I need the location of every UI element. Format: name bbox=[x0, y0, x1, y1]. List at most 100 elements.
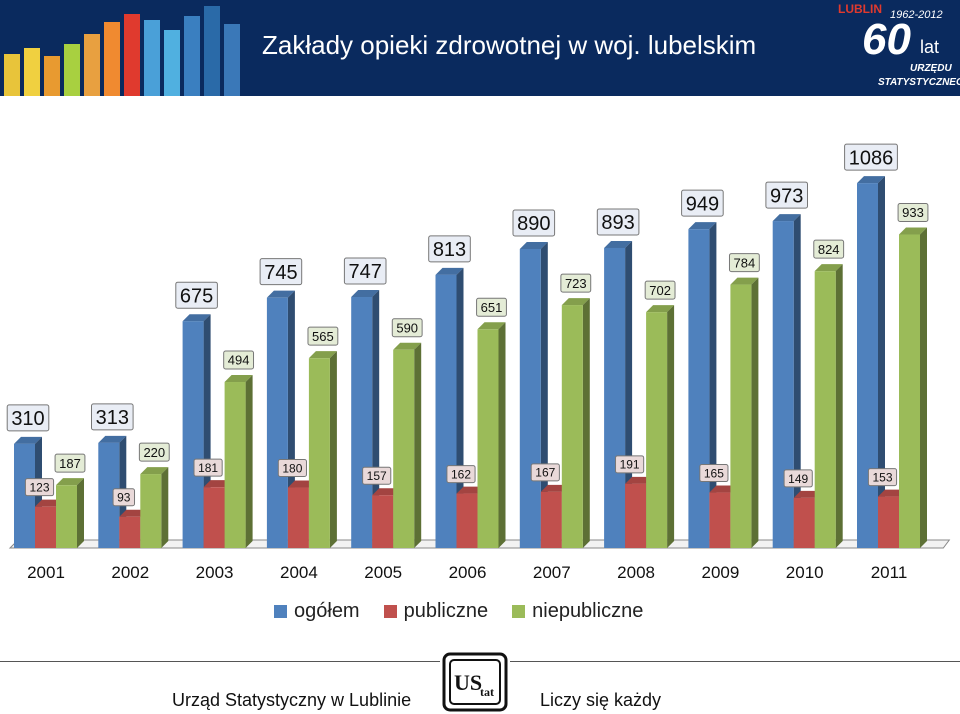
value-label-box-ogolem-2006 bbox=[428, 235, 471, 263]
value-label-publiczne-2008: 191 bbox=[620, 458, 640, 472]
value-label-box-publiczne-2006 bbox=[446, 465, 476, 484]
svg-text:US: US bbox=[454, 670, 482, 695]
value-label-publiczne-2006: 162 bbox=[451, 467, 471, 481]
value-label-box-niepubliczne-2003 bbox=[223, 350, 255, 370]
bar-top-ogolem-2002 bbox=[98, 435, 127, 443]
value-label-box-publiczne-2004 bbox=[277, 459, 307, 478]
value-label-box-ogolem-2009 bbox=[681, 189, 724, 217]
chart-legend: ogółem publiczne niepubliczne bbox=[274, 600, 667, 623]
bar-ogolem-2002 bbox=[98, 442, 120, 548]
value-label-niepubliczne-2002: 220 bbox=[143, 445, 165, 460]
value-label-box-publiczne-2002 bbox=[112, 488, 136, 507]
legend-swatch-publiczne bbox=[383, 605, 397, 618]
value-label-ogolem-2006: 813 bbox=[433, 239, 466, 261]
value-label-box-publiczne-2005 bbox=[362, 466, 392, 485]
bar-top-niepubliczne-2003 bbox=[224, 375, 253, 383]
bar-publiczne-2009 bbox=[709, 492, 731, 548]
bar-niepubliczne-2003 bbox=[224, 382, 246, 548]
bar-niepubliczne-2009 bbox=[730, 284, 752, 548]
bar-side-ogolem-2011 bbox=[878, 176, 885, 548]
value-label-niepubliczne-2001: 187 bbox=[59, 456, 81, 471]
value-label-niepubliczne-2009: 784 bbox=[734, 255, 756, 270]
x-tick-label-2003: 2003 bbox=[196, 563, 234, 582]
x-tick-label-2009: 2009 bbox=[701, 563, 739, 582]
value-label-box-publiczne-2001 bbox=[24, 478, 55, 497]
bar-top-niepubliczne-2001 bbox=[56, 478, 84, 486]
bar-top-ogolem-2004 bbox=[266, 290, 295, 298]
legend-item-niepubliczne: niepubliczne bbox=[512, 600, 643, 623]
value-label-box-publiczne-2003 bbox=[193, 458, 223, 477]
value-label-ogolem-2003: 675 bbox=[180, 285, 213, 307]
value-label-ogolem-2008: 893 bbox=[601, 212, 634, 234]
value-label-publiczne-2003: 181 bbox=[198, 461, 218, 475]
value-label-ogolem-2005: 747 bbox=[349, 261, 382, 283]
legend-item-ogolem: ogółem bbox=[274, 600, 360, 623]
bar-top-ogolem-2003 bbox=[182, 314, 211, 322]
decorative-bars-icon bbox=[0, 0, 250, 96]
value-label-niepubliczne-2007: 723 bbox=[565, 276, 587, 291]
value-label-box-niepubliczne-2002 bbox=[138, 442, 170, 462]
bar-top-niepubliczne-2004 bbox=[308, 351, 337, 359]
logo-line1-text: URZĘDU bbox=[910, 63, 952, 74]
bar-publiczne-2005 bbox=[372, 495, 394, 548]
value-label-box-ogolem-2010 bbox=[765, 181, 809, 209]
value-label-box-ogolem-2002 bbox=[91, 403, 134, 431]
value-label-box-niepubliczne-2005 bbox=[391, 318, 423, 338]
bar-side-niepubliczne-2003 bbox=[245, 375, 253, 548]
legend-item-publiczne: publiczne bbox=[383, 600, 489, 623]
bar-side-niepubliczne-2009 bbox=[751, 277, 759, 548]
bar-niepubliczne-2001 bbox=[56, 485, 77, 548]
legend-label-niepubliczne: niepubliczne bbox=[532, 600, 644, 622]
bar-niepubliczne-2010 bbox=[814, 271, 836, 548]
x-tick-label-2002: 2002 bbox=[111, 563, 149, 582]
legend-label-publiczne: publiczne bbox=[403, 600, 489, 622]
bar-niepubliczne-2008 bbox=[646, 312, 668, 548]
legend-swatch-niepubliczne bbox=[512, 605, 526, 618]
bar-top-niepubliczne-2008 bbox=[646, 305, 675, 313]
value-label-box-publiczne-2007 bbox=[530, 463, 560, 482]
logo-years-text: 1962-2012 bbox=[890, 9, 943, 21]
value-label-niepubliczne-2005: 590 bbox=[396, 320, 418, 335]
bar-side-niepubliczne-2005 bbox=[414, 342, 422, 548]
value-label-box-ogolem-2005 bbox=[343, 257, 387, 285]
value-label-box-niepubliczne-2001 bbox=[54, 453, 86, 473]
bar-chart: 310 123 187 2001 313 93 220 2002 675 181 494 2003 74… bbox=[6, 143, 951, 582]
bar-niepubliczne-2011 bbox=[899, 234, 920, 548]
bar-ogolem-2010 bbox=[772, 221, 794, 548]
bar-publiczne-2006 bbox=[456, 493, 478, 548]
bar-ogolem-2007 bbox=[519, 248, 541, 548]
value-label-box-ogolem-2011 bbox=[844, 143, 898, 171]
legend-label-ogolem: ogółem bbox=[294, 600, 360, 622]
bar-ogolem-2004 bbox=[266, 297, 288, 548]
bar-side-niepubliczne-2006 bbox=[498, 322, 506, 548]
x-tick-label-2008: 2008 bbox=[617, 563, 655, 582]
value-label-box-ogolem-2001 bbox=[6, 404, 50, 432]
bar-top-ogolem-2007 bbox=[519, 241, 548, 249]
value-label-ogolem-2010: 973 bbox=[770, 185, 803, 207]
bar-top-ogolem-2008 bbox=[604, 240, 633, 248]
bar-ogolem-2001 bbox=[14, 443, 35, 548]
x-tick-label-2004: 2004 bbox=[280, 563, 318, 582]
value-label-ogolem-2002: 313 bbox=[96, 407, 129, 429]
x-tick-label-2005: 2005 bbox=[364, 563, 402, 582]
bar-side-ogolem-2010 bbox=[793, 214, 801, 548]
us-stat-logo-icon: US tat bbox=[440, 652, 510, 712]
logo-number-text: 60 bbox=[862, 15, 911, 64]
bar-publiczne-2001 bbox=[35, 506, 56, 548]
bar-top-niepubliczne-2005 bbox=[393, 342, 422, 350]
value-label-ogolem-2001: 310 bbox=[11, 408, 44, 430]
bar-side-niepubliczne-2010 bbox=[835, 264, 843, 548]
value-label-box-ogolem-2007 bbox=[512, 209, 556, 237]
value-label-box-ogolem-2003 bbox=[175, 281, 218, 309]
page-title: Zakłady opieki zdrowotnej w woj. lubelsk… bbox=[262, 30, 757, 60]
value-label-box-niepubliczne-2008 bbox=[644, 280, 676, 300]
bar-niepubliczne-2005 bbox=[393, 349, 415, 548]
bar-side-niepubliczne-2007 bbox=[582, 298, 590, 548]
value-label-box-niepubliczne-2011 bbox=[897, 203, 929, 223]
value-label-box-niepubliczne-2007 bbox=[560, 273, 592, 293]
svg-text:tat: tat bbox=[480, 685, 494, 699]
value-label-publiczne-2005: 157 bbox=[367, 469, 387, 483]
footer-institution: Urząd Statystyczny w Lublinie bbox=[172, 690, 412, 710]
bar-niepubliczne-2004 bbox=[308, 358, 330, 548]
bar-side-niepubliczne-2001 bbox=[77, 478, 84, 548]
